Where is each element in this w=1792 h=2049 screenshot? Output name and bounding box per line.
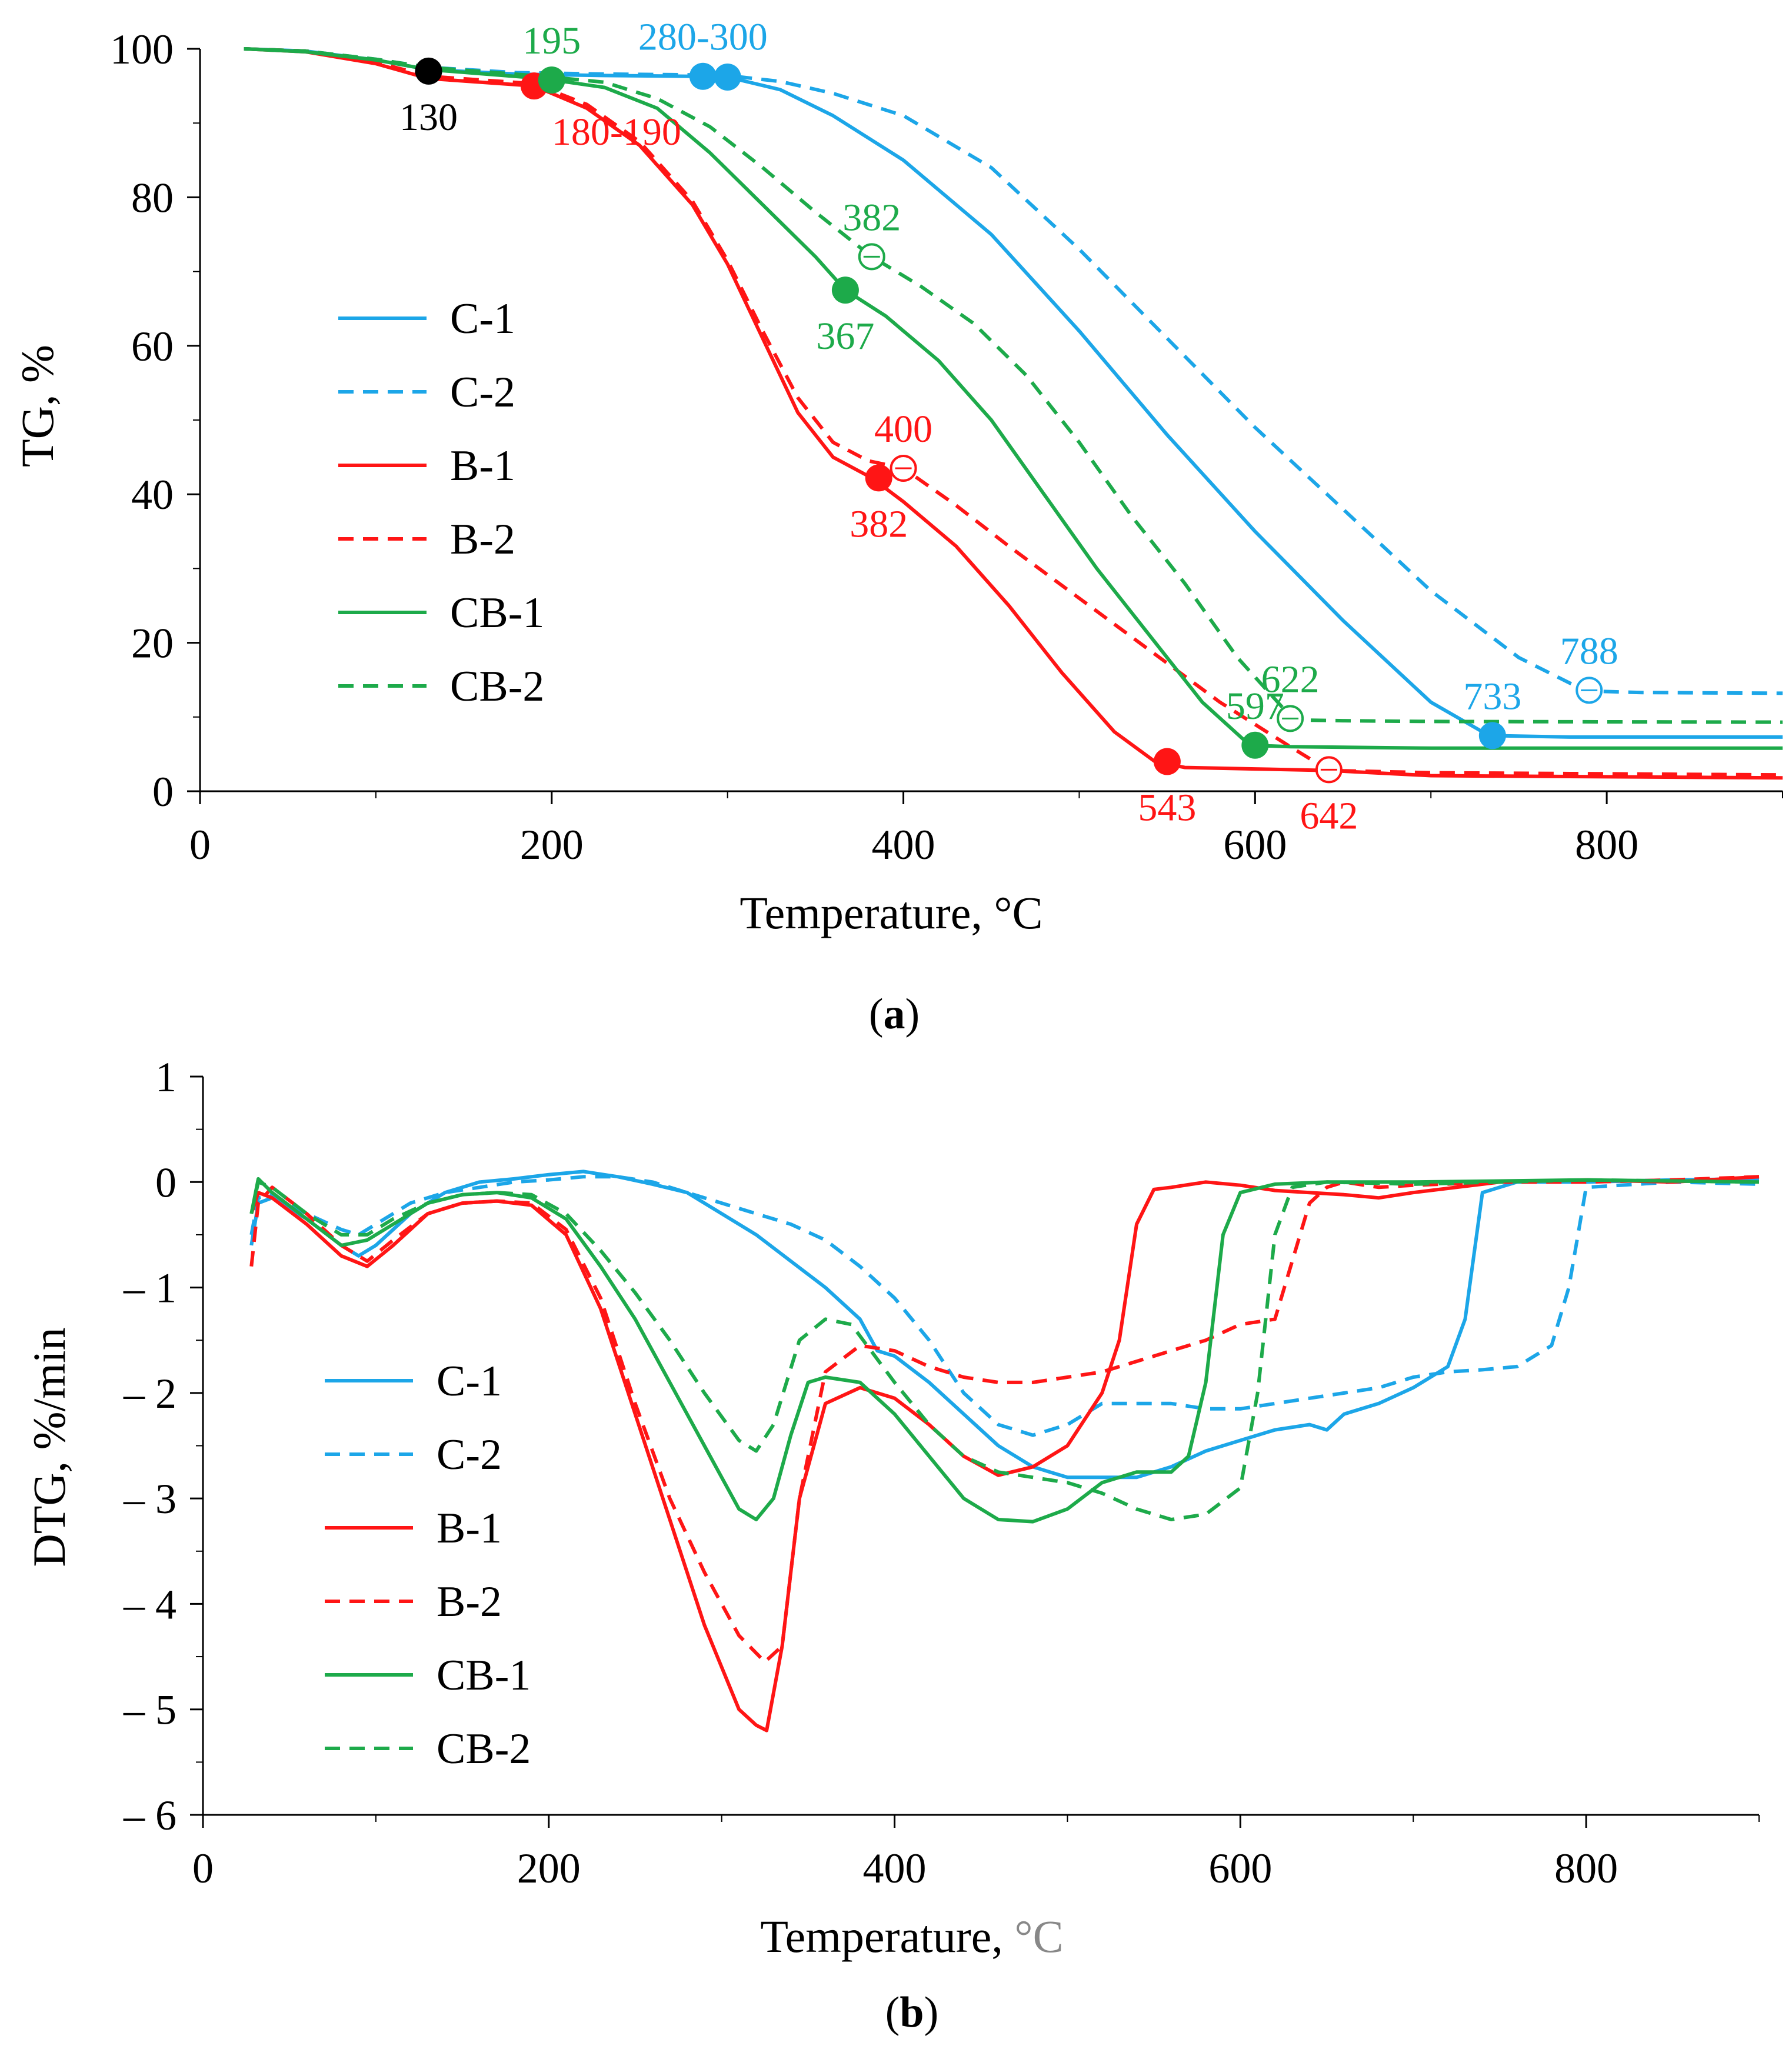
tg-marker-filled xyxy=(538,66,565,94)
panel-b-letter: b xyxy=(900,1988,924,2037)
dtg-y-tick-label: – 4 xyxy=(123,1581,176,1628)
dtg-series-cb-2 xyxy=(249,1178,1760,1521)
tg-legend-label-c-2: C-2 xyxy=(450,368,515,417)
tg-series-cb-1 xyxy=(244,47,1783,750)
dtg-x-tick-label: 200 xyxy=(517,1845,581,1892)
tg-marker-label: 180-190 xyxy=(552,111,681,154)
dtg-series-c-2 xyxy=(249,1175,1760,1437)
tg-marker-label: 382 xyxy=(842,196,901,239)
dtg-x-tick-label: 0 xyxy=(192,1845,214,1892)
tg-x-tick-label: 200 xyxy=(520,821,584,868)
dtg-legend-label-cb-2: CB-2 xyxy=(437,1725,531,1773)
tg-x-axis-label: Temperature, °C xyxy=(740,887,1042,938)
tg-marker-label: 622 xyxy=(1261,658,1320,701)
dtg-legend-label-c-2: C-2 xyxy=(437,1431,502,1479)
panel-b-caption: (b) xyxy=(885,1988,938,2037)
tg-marker-label: 367 xyxy=(816,315,874,358)
dtg-x-axis-unit: °C xyxy=(1014,1911,1063,1962)
tg-x-tick-label: 400 xyxy=(872,821,935,868)
tg-y-tick-label: 20 xyxy=(131,620,174,667)
dtg-x-tick-label: 400 xyxy=(863,1845,927,1892)
tg-marker-filled xyxy=(831,276,859,304)
tg-marker-label: 733 xyxy=(1463,675,1521,718)
panel-a-letter: a xyxy=(884,990,905,1038)
tg-marker-label: 788 xyxy=(1560,629,1618,672)
tg-y-axis-label: TG, % xyxy=(12,345,63,467)
dtg-chart-panel: 1 0 – 1 – 2 – 3 – 4 – 5 – 6 0 200 400 600 800 C-1 C-2… xyxy=(24,1054,1760,2037)
tg-y-tick-label: 100 xyxy=(110,26,174,73)
dtg-x-axis-label: Temperature, °C xyxy=(760,1911,1063,1962)
tg-y-tick-label: 60 xyxy=(131,323,174,370)
tg-marker-filled xyxy=(865,464,892,492)
tg-series-cb-2 xyxy=(244,47,1783,724)
tg-marker-label: 130 xyxy=(399,96,458,139)
tg-legend-label-b-1: B-1 xyxy=(450,442,515,490)
tg-chart-panel: 0 20 40 60 80 100 0 200 400 600 800 130 180-190 195 2… xyxy=(12,16,1783,1038)
dtg-legend-label-cb-1: CB-1 xyxy=(437,1651,531,1700)
dtg-y-tick-label: – 6 xyxy=(123,1792,176,1839)
dtg-x-tick-label: 600 xyxy=(1208,1845,1272,1892)
dtg-y-tick-label: – 2 xyxy=(123,1370,176,1417)
dtg-y-tick-label: – 5 xyxy=(123,1687,176,1734)
tg-x-tick-label: 800 xyxy=(1575,821,1638,868)
dtg-y-tick-label: 0 xyxy=(155,1159,176,1206)
tg-marker-label: 642 xyxy=(1300,794,1358,837)
tg-axes: 0 20 40 60 80 100 0 200 400 600 800 xyxy=(110,26,1783,868)
tg-marker-label: 382 xyxy=(850,502,908,545)
tg-marker-filled xyxy=(1241,731,1269,759)
dtg-y-tick-label: 1 xyxy=(155,1054,176,1101)
tg-marker-label: 543 xyxy=(1138,787,1196,829)
dtg-series-group xyxy=(249,1170,1760,1733)
dtg-axes: 1 0 – 1 – 2 – 3 – 4 – 5 – 6 0 200 400 600 800 xyxy=(123,1054,1760,1892)
tg-marker-group: 130 180-190 195 280-300 367 382 382 400 543 59762… xyxy=(399,16,1618,838)
tg-y-tick-label: 40 xyxy=(131,471,174,518)
tg-marker-filled xyxy=(1478,722,1506,749)
dtg-y-tick-label: – 3 xyxy=(123,1475,176,1522)
tg-legend-label-cb-1: CB-1 xyxy=(450,589,544,637)
tg-marker-label: 280-300 xyxy=(638,16,768,59)
dtg-legend-label-b-2: B-2 xyxy=(437,1578,502,1626)
tg-marker-label: 400 xyxy=(874,408,932,451)
tg-legend: C-1 C-2 B-1 B-2 CB-1 CB-2 xyxy=(338,295,544,711)
tg-x-tick-label: 0 xyxy=(189,821,211,868)
dtg-y-tick-label: – 1 xyxy=(123,1265,176,1312)
dtg-legend-label-c-1: C-1 xyxy=(437,1357,502,1405)
tg-marker-filled xyxy=(1153,748,1181,775)
dtg-x-axis-label-text: Temperature, xyxy=(760,1911,1014,1962)
tg-y-tick-label: 0 xyxy=(152,768,174,815)
tg-legend-label-b-2: B-2 xyxy=(450,515,515,564)
tg-marker-label: 195 xyxy=(522,19,581,62)
tg-y-tick-label: 80 xyxy=(131,174,174,221)
tg-legend-label-cb-2: CB-2 xyxy=(450,662,544,711)
tg-marker-label: 597 xyxy=(1226,685,1284,728)
dtg-x-tick-label: 800 xyxy=(1554,1845,1618,1892)
tg-x-tick-label: 600 xyxy=(1223,821,1287,868)
tg-series-group xyxy=(244,47,1783,780)
tg-marker-filled xyxy=(714,63,741,91)
tg-marker-filled xyxy=(689,62,717,90)
dtg-legend-label-b-1: B-1 xyxy=(437,1504,502,1552)
dtg-y-axis-label: DTG, %/min xyxy=(24,1327,75,1567)
tg-legend-label-c-1: C-1 xyxy=(450,295,515,343)
dtg-series-b-2 xyxy=(249,1175,1760,1664)
tg-series-b-2 xyxy=(244,47,1783,777)
tg-series-b-1 xyxy=(244,47,1783,780)
dtg-legend: C-1 C-2 B-1 B-2 CB-1 CB-2 xyxy=(325,1357,531,1773)
panel-a-caption: (a) xyxy=(869,990,920,1038)
tg-marker-filled xyxy=(415,57,442,85)
